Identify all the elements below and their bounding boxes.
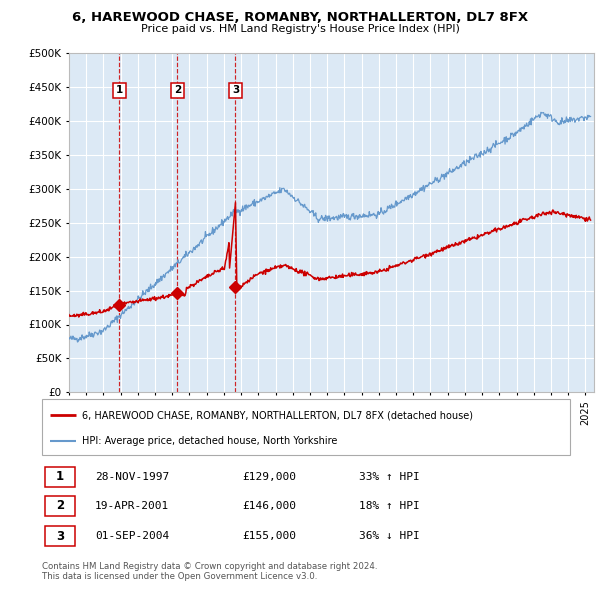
Text: 2: 2 [56, 499, 64, 513]
Text: 28-NOV-1997: 28-NOV-1997 [95, 471, 169, 481]
Text: £155,000: £155,000 [242, 531, 296, 541]
Text: Contains HM Land Registry data © Crown copyright and database right 2024.: Contains HM Land Registry data © Crown c… [42, 562, 377, 571]
Text: 3: 3 [232, 86, 239, 96]
Text: 6, HAREWOOD CHASE, ROMANBY, NORTHALLERTON, DL7 8FX (detached house): 6, HAREWOOD CHASE, ROMANBY, NORTHALLERTO… [82, 410, 473, 420]
Text: 01-SEP-2004: 01-SEP-2004 [95, 531, 169, 541]
Text: HPI: Average price, detached house, North Yorkshire: HPI: Average price, detached house, Nort… [82, 437, 337, 447]
Text: 6, HAREWOOD CHASE, ROMANBY, NORTHALLERTON, DL7 8FX: 6, HAREWOOD CHASE, ROMANBY, NORTHALLERTO… [72, 11, 528, 24]
Text: 18% ↑ HPI: 18% ↑ HPI [359, 501, 419, 511]
Text: 2: 2 [174, 86, 181, 96]
Text: 1: 1 [115, 86, 123, 96]
Text: This data is licensed under the Open Government Licence v3.0.: This data is licensed under the Open Gov… [42, 572, 317, 581]
FancyBboxPatch shape [44, 496, 75, 516]
FancyBboxPatch shape [42, 399, 570, 455]
FancyBboxPatch shape [44, 526, 75, 546]
Text: 19-APR-2001: 19-APR-2001 [95, 501, 169, 511]
Text: 36% ↓ HPI: 36% ↓ HPI [359, 531, 419, 541]
Text: 33% ↑ HPI: 33% ↑ HPI [359, 471, 419, 481]
Text: £129,000: £129,000 [242, 471, 296, 481]
Text: 3: 3 [56, 530, 64, 543]
Text: £146,000: £146,000 [242, 501, 296, 511]
Text: Price paid vs. HM Land Registry's House Price Index (HPI): Price paid vs. HM Land Registry's House … [140, 24, 460, 34]
Text: 1: 1 [56, 470, 64, 483]
FancyBboxPatch shape [44, 467, 75, 487]
